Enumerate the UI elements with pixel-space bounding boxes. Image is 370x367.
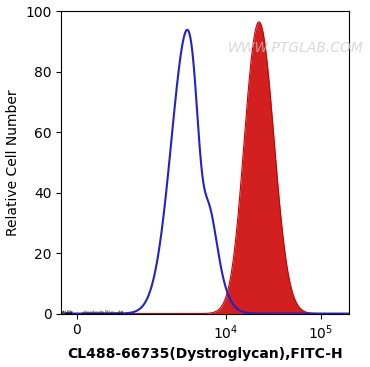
Y-axis label: Relative Cell Number: Relative Cell Number xyxy=(6,89,20,236)
X-axis label: CL488-66735(Dystroglycan),FITC-H: CL488-66735(Dystroglycan),FITC-H xyxy=(67,348,343,361)
Text: WWW.PTGLAB.COM: WWW.PTGLAB.COM xyxy=(228,41,364,55)
